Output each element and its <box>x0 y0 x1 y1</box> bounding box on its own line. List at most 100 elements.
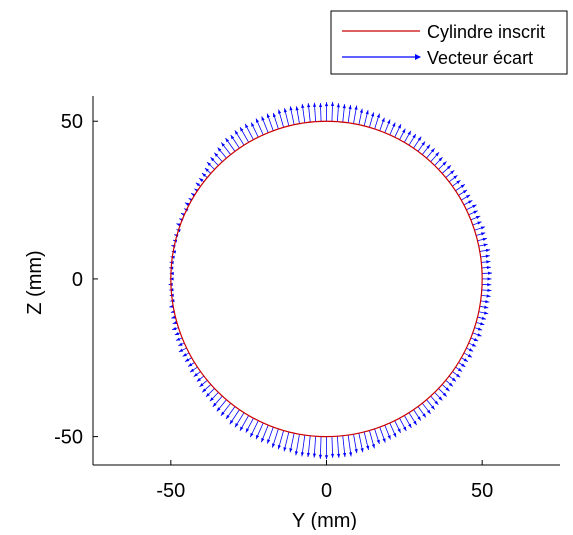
deviation-arrow <box>459 190 468 195</box>
deviation-arrow <box>343 104 346 122</box>
deviation-arrow <box>211 157 219 165</box>
deviation-arrow <box>481 255 490 258</box>
deviation-arrow <box>250 421 258 437</box>
deviation-arrow <box>251 122 258 137</box>
deviation-arrow <box>404 415 411 427</box>
deviation-arrow <box>438 162 446 170</box>
deviation-arrow <box>469 343 477 346</box>
deviation-arrow <box>480 249 490 252</box>
deviation-arrow <box>459 362 466 366</box>
deviation-arrow <box>481 294 490 297</box>
deviation-arrow <box>240 127 249 142</box>
deviation-arrow <box>185 358 192 362</box>
deviation-arrow <box>319 437 322 459</box>
deviation-arrow <box>256 118 263 134</box>
deviation-arrow <box>267 114 273 131</box>
x-tick-label: 0 <box>321 480 332 502</box>
deviation-arrow <box>449 376 456 381</box>
deviation-arrow <box>476 232 485 235</box>
deviation-arrow <box>422 403 430 414</box>
legend-label-vecteur: Vecteur écart <box>427 48 533 68</box>
deviation-arrow <box>481 300 490 303</box>
deviation-arrow <box>364 432 369 450</box>
deviation-arrow <box>307 103 310 122</box>
deviation-arrow <box>313 436 316 457</box>
deviation-arrow <box>442 384 449 391</box>
deviation-arrow <box>395 124 401 137</box>
deviation-arrow <box>267 427 273 443</box>
deviation-arrow <box>422 145 430 155</box>
deviation-arrow <box>431 396 439 405</box>
deviation-arrow <box>438 388 446 396</box>
deviation-arrow <box>296 106 300 123</box>
deviation-arrow <box>178 343 184 346</box>
deviation-arrow <box>200 380 208 387</box>
deviation-arrow <box>446 380 453 386</box>
deviation-arrow <box>418 141 425 151</box>
deviation-arrow <box>475 226 485 230</box>
y-tick-label: -50 <box>54 427 83 449</box>
deviation-arrow <box>476 322 484 325</box>
deviation-arrow <box>414 137 422 149</box>
deviation-arrow <box>414 410 421 421</box>
deviation-arrow <box>478 317 486 320</box>
x-axis-label: Y (mm) <box>292 510 357 530</box>
deviation-arrow <box>435 392 443 400</box>
legend-label-cylindre: Cylindre inscrit <box>427 22 545 42</box>
deviation-arrow <box>409 134 416 145</box>
deviation-arrow <box>400 129 406 140</box>
deviation-arrow <box>409 413 417 425</box>
inscribed-circle <box>171 121 482 436</box>
deviation-arrow <box>354 434 358 453</box>
deviation-arrow <box>301 435 305 456</box>
deviation-arrow <box>313 103 316 122</box>
deviation-arrow <box>284 108 289 126</box>
deviation-arrow <box>461 358 468 362</box>
deviation-arrow <box>418 406 426 417</box>
deviation-arrow <box>188 362 194 366</box>
deviation-arrow <box>400 418 407 431</box>
deviation-arrow <box>197 376 204 382</box>
deviation-arrow <box>449 175 457 182</box>
deviation-arrow <box>343 436 346 457</box>
deviation-arrow <box>289 433 294 452</box>
deviation-arrow <box>176 338 182 341</box>
deviation-arrow <box>385 119 390 132</box>
deviation-arrow <box>452 372 460 378</box>
deviation-arrow <box>183 353 189 356</box>
deviation-arrow <box>473 333 482 336</box>
deviation-arrow <box>395 421 401 433</box>
deviation-arrow <box>278 109 284 127</box>
deviation-arrow <box>206 388 215 396</box>
deviation-arrow <box>207 162 214 169</box>
deviation-arrow <box>337 103 340 121</box>
deviation-arrow <box>482 272 492 275</box>
deviation-arrow <box>364 110 368 126</box>
deviation-arrow <box>435 157 443 165</box>
deviation-arrow <box>478 238 487 241</box>
deviation-arrow <box>179 348 187 352</box>
deviation-arrow <box>261 425 268 442</box>
deviation-arrow <box>446 170 455 177</box>
deviation-arrow <box>359 109 363 125</box>
inscribed-circle-layer <box>171 121 482 436</box>
deviation-arrow <box>172 327 178 330</box>
deviation-arrow <box>262 116 269 132</box>
deviation-arrow <box>283 432 288 451</box>
deviation-arrow <box>375 114 380 129</box>
deviation-arrow <box>473 222 482 225</box>
deviation-arrow <box>482 266 491 269</box>
deviation-arrow <box>461 195 470 200</box>
deviation-arrow <box>272 429 278 448</box>
deviation-arrow <box>319 103 322 121</box>
deviation-arrow <box>202 173 207 177</box>
deviation-arrow <box>466 205 476 210</box>
deviation-arrow <box>199 178 204 182</box>
deviation-arrow <box>190 367 197 372</box>
deviation-arrow <box>348 105 351 123</box>
deviation-arrow <box>196 183 201 187</box>
deviation-arrow <box>442 165 451 173</box>
x-tick-label: 50 <box>471 480 493 502</box>
deviation-arrow <box>456 184 465 190</box>
deviation-arrow <box>214 153 222 162</box>
